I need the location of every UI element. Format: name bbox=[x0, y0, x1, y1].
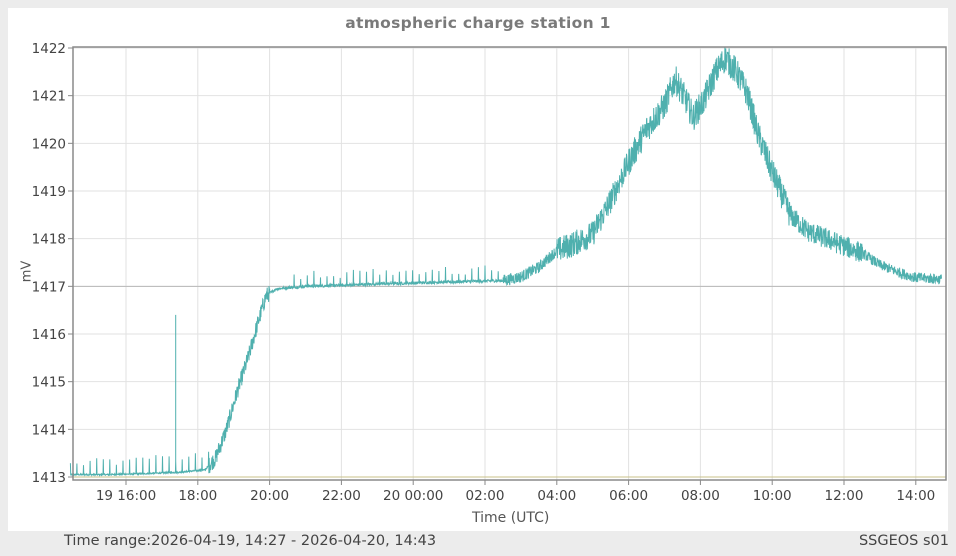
x-tick-label: 19 16:00 bbox=[96, 488, 156, 504]
plot-frame bbox=[72, 46, 947, 481]
y-tick-label: 1422 bbox=[32, 41, 66, 57]
data-series-line bbox=[69, 47, 942, 477]
x-tick-label: 10:00 bbox=[753, 488, 792, 504]
x-tick-label: 08:00 bbox=[681, 488, 720, 504]
x-tick-label: 12:00 bbox=[825, 488, 864, 504]
y-tick-label: 1413 bbox=[32, 470, 66, 486]
station-id: SSGEOS s01 bbox=[858, 533, 949, 549]
y-tick-label: 1420 bbox=[32, 136, 66, 152]
x-tick-label: 18:00 bbox=[178, 488, 217, 504]
x-axis-label: Time (UTC) bbox=[472, 510, 550, 526]
grid-lines bbox=[73, 47, 946, 480]
y-tick-label: 1417 bbox=[32, 279, 66, 295]
y-tick-label: 1415 bbox=[32, 375, 66, 391]
x-tick-label: 14:00 bbox=[896, 488, 935, 504]
y-tick-label: 1416 bbox=[32, 327, 66, 343]
y-tick-label: 1418 bbox=[32, 232, 66, 248]
y-tick-label: 1421 bbox=[32, 89, 66, 105]
x-tick-label: 20:00 bbox=[250, 488, 289, 504]
x-tick-label: 22:00 bbox=[322, 488, 361, 504]
x-tick-label: 04:00 bbox=[537, 488, 576, 504]
time-range-text: Time range:2026-04-19, 14:27 - 2026-04-2… bbox=[64, 533, 437, 549]
x-axis-ticks: 19 16:00 18:00 20:00 22:00 20 00:00 02:00 04:0… bbox=[96, 480, 935, 504]
y-tick-label: 1419 bbox=[32, 184, 66, 200]
y-axis-label: mV bbox=[19, 260, 35, 283]
x-tick-label: 06:00 bbox=[609, 488, 648, 504]
y-tick-label: 1414 bbox=[32, 422, 66, 438]
y-axis-ticks: 1413 1414 1415 1416 1417 1418 1419 1420 1421 1422 bbox=[32, 41, 73, 486]
x-tick-label: 20 00:00 bbox=[383, 488, 443, 504]
chart-title: atmospheric charge station 1 bbox=[345, 14, 611, 32]
x-tick-label: 02:00 bbox=[466, 488, 505, 504]
